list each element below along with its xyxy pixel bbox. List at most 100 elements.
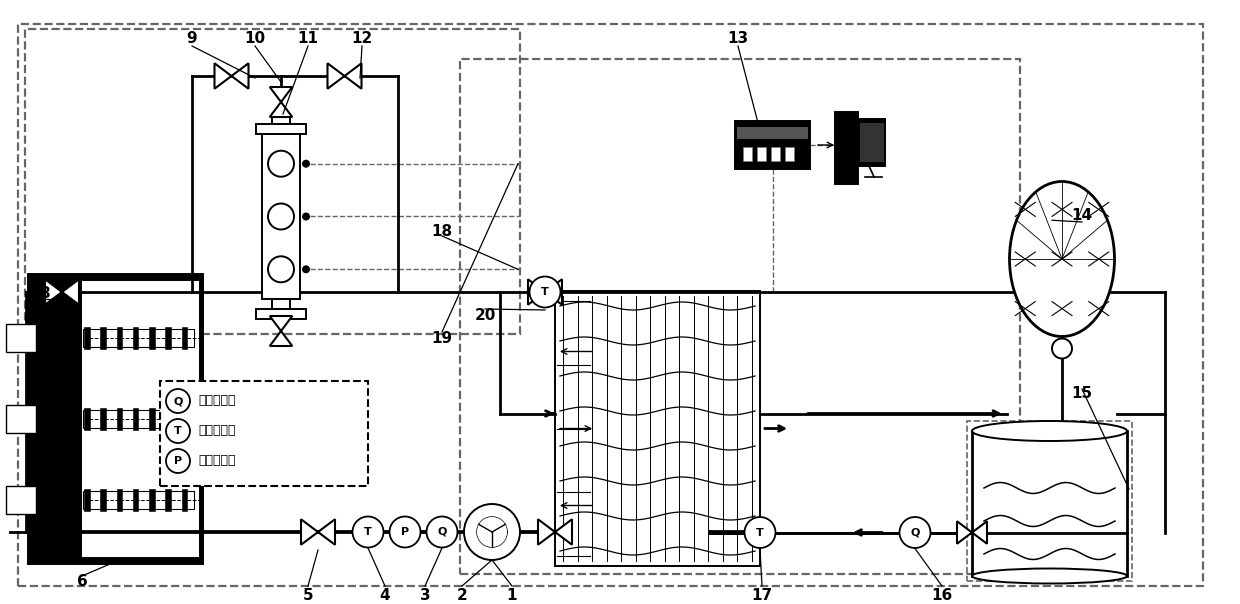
Circle shape — [529, 277, 560, 307]
Text: 18: 18 — [432, 225, 453, 240]
Polygon shape — [232, 63, 248, 89]
Circle shape — [268, 256, 294, 282]
Polygon shape — [270, 331, 293, 346]
Ellipse shape — [972, 568, 1127, 583]
FancyBboxPatch shape — [160, 381, 368, 486]
Text: 11: 11 — [298, 31, 319, 47]
Circle shape — [389, 516, 420, 547]
Bar — [117, 489, 122, 511]
Bar — [83, 329, 193, 347]
Text: Q: Q — [438, 527, 446, 537]
Circle shape — [352, 516, 383, 547]
Text: 2: 2 — [456, 588, 467, 603]
Polygon shape — [45, 279, 62, 305]
Bar — [6, 405, 36, 433]
Bar — [182, 489, 187, 511]
Circle shape — [166, 419, 190, 443]
Polygon shape — [215, 63, 232, 89]
Polygon shape — [345, 63, 362, 89]
Bar — [117, 327, 122, 349]
Bar — [84, 408, 89, 430]
Bar — [165, 408, 171, 430]
Polygon shape — [327, 63, 345, 89]
Polygon shape — [528, 279, 546, 305]
Bar — [149, 489, 155, 511]
Text: 17: 17 — [751, 588, 773, 603]
Text: 12: 12 — [351, 31, 373, 47]
Polygon shape — [62, 279, 79, 305]
Bar — [165, 489, 171, 511]
Text: 13: 13 — [728, 31, 749, 47]
Text: P: P — [174, 456, 182, 466]
Ellipse shape — [972, 421, 1127, 441]
Bar — [556, 291, 760, 566]
Bar — [737, 127, 808, 139]
Circle shape — [268, 204, 294, 230]
Circle shape — [1052, 338, 1073, 359]
Bar — [117, 408, 122, 430]
Ellipse shape — [1009, 181, 1115, 336]
Bar — [785, 147, 794, 161]
Bar — [771, 147, 780, 161]
Bar — [83, 491, 193, 509]
Polygon shape — [317, 519, 335, 545]
Bar — [859, 119, 885, 166]
Bar — [182, 327, 187, 349]
Bar — [182, 408, 187, 430]
Bar — [133, 489, 139, 511]
Circle shape — [268, 151, 294, 177]
Circle shape — [166, 389, 190, 413]
Text: 16: 16 — [931, 588, 952, 603]
Bar — [133, 408, 139, 430]
Polygon shape — [270, 316, 293, 331]
Text: 温度传感器: 温度传感器 — [198, 425, 236, 437]
Bar — [861, 123, 884, 162]
Text: 14: 14 — [1071, 208, 1092, 223]
Bar — [255, 124, 306, 134]
Circle shape — [166, 449, 190, 473]
Bar — [835, 112, 858, 184]
Bar — [272, 299, 290, 309]
Bar — [262, 134, 300, 299]
Text: 10: 10 — [244, 31, 265, 47]
Polygon shape — [556, 519, 572, 545]
Bar — [149, 327, 155, 349]
Text: 9: 9 — [187, 31, 197, 47]
Circle shape — [427, 516, 458, 547]
Bar — [756, 147, 766, 161]
Text: 压力传感器: 压力传感器 — [198, 454, 236, 467]
Polygon shape — [972, 521, 987, 544]
Bar — [735, 121, 810, 169]
Circle shape — [464, 504, 520, 560]
Polygon shape — [957, 521, 972, 544]
Bar — [255, 309, 306, 319]
Bar — [29, 274, 203, 564]
Text: Q: Q — [910, 527, 920, 538]
Circle shape — [303, 265, 310, 273]
Bar — [84, 489, 89, 511]
Text: 8: 8 — [38, 286, 50, 301]
Bar — [84, 327, 89, 349]
Bar — [100, 408, 105, 430]
Text: 1: 1 — [507, 588, 517, 603]
Bar — [100, 327, 105, 349]
Polygon shape — [270, 87, 293, 102]
Bar — [6, 486, 36, 514]
Text: 4: 4 — [379, 588, 391, 603]
Bar — [83, 410, 193, 428]
Bar — [100, 489, 105, 511]
Circle shape — [899, 517, 930, 548]
Text: P: P — [401, 527, 409, 537]
Polygon shape — [270, 102, 293, 117]
Text: T: T — [365, 527, 372, 537]
Bar — [81, 280, 200, 558]
Text: T: T — [756, 527, 764, 538]
Bar — [133, 327, 139, 349]
Text: T: T — [174, 426, 182, 436]
Polygon shape — [538, 519, 556, 545]
Text: 流量传感器: 流量传感器 — [198, 394, 236, 408]
Circle shape — [303, 159, 310, 168]
Text: 6: 6 — [77, 574, 87, 590]
Text: Q: Q — [174, 396, 182, 406]
Text: 5: 5 — [303, 588, 314, 603]
